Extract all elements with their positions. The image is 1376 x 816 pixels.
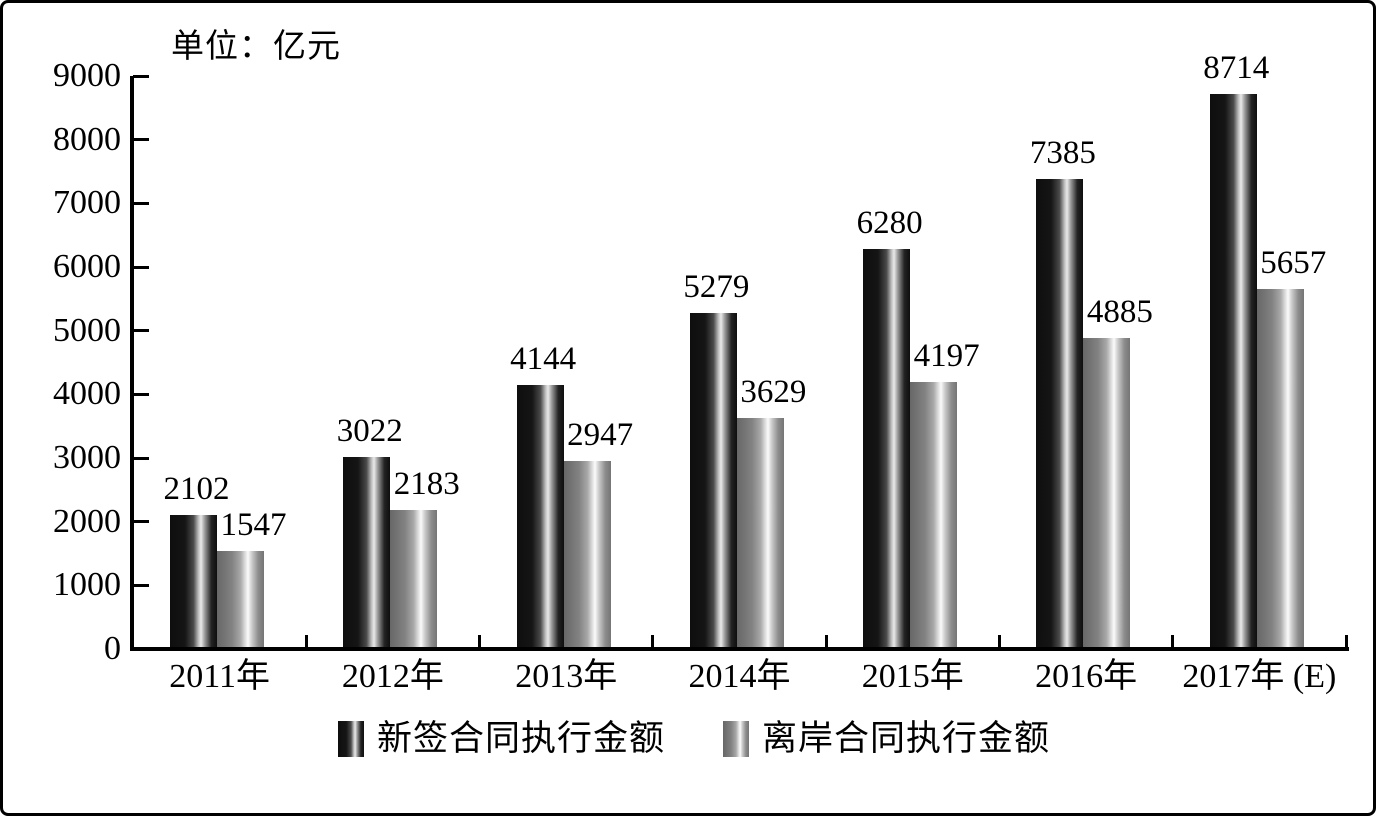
x-axis-label: 2015年 [861,658,964,695]
x-axis-label: 2012年 [341,658,444,695]
x-axis-tick [1171,635,1175,649]
y-axis-tick [133,138,149,142]
x-axis-tick [651,635,655,649]
bar-series1-cat5 [1083,337,1131,649]
x-axis-label: 2017年 (E) [1182,658,1337,695]
bar-series0-cat5 [1036,178,1084,649]
y-axis-tick-label: 3000 [53,439,121,476]
bar-series0-cat1 [343,456,391,649]
x-axis-label: 2013年 [515,658,618,695]
y-axis-tick-label: 8000 [53,120,121,158]
value-label-series1-cat2: 2947 [567,417,634,454]
legend-label-offshore-contracts: 离岸合同执行金额 [762,719,1051,758]
value-label-series0-cat5: 7385 [1029,134,1096,171]
value-label-series0-cat6: 8714 [1203,50,1270,87]
y-axis-tick-label: 2000 [53,502,121,540]
y-axis-tick [133,583,149,587]
bar-series0-cat6 [1209,94,1257,649]
y-axis-tick-label: 9000 [53,57,121,94]
x-axis-tick [1344,635,1348,649]
value-label-series0-cat2: 4144 [510,341,577,378]
bar-series1-cat3 [736,417,784,649]
y-axis-line [130,76,134,651]
bar-series1-cat1 [390,510,438,649]
y-axis-tick-label: 6000 [53,248,121,285]
bar-series0-cat2 [516,385,564,649]
legend-label-new-signed-contracts: 新签合同执行金额 [377,719,666,758]
legend-swatch-light-bar-icon [723,721,750,757]
value-label-series1-cat0: 1547 [220,506,287,543]
x-axis-label: 2016年 [1035,658,1138,695]
x-axis-tick [997,635,1001,649]
legend-item-new-signed-contracts: 新签合同执行金额 [338,719,665,759]
value-label-series1-cat1: 2183 [393,466,460,503]
unit-label: 单位：亿元 [171,29,341,65]
y-axis-tick-label: 1000 [53,566,121,604]
bar-series1-cat2 [563,461,611,649]
y-axis-tick [133,329,149,333]
bar-series0-cat0 [170,515,217,649]
value-label-series1-cat3: 3629 [740,373,807,410]
y-axis-tick [133,74,149,78]
bar-series1-cat4 [910,381,958,649]
legend-swatch-dark-bar-icon [338,721,364,757]
value-label-series0-cat4: 6280 [856,205,923,242]
y-axis-tick [133,456,149,460]
bar-series1-cat0 [217,550,264,649]
bar-series0-cat3 [689,312,737,649]
y-axis-tick-label: 4000 [53,375,121,413]
value-label-series1-cat6: 5657 [1260,244,1327,281]
y-axis-tick [133,392,149,396]
bar-series0-cat4 [863,249,911,649]
value-label-series1-cat5: 4885 [1086,293,1153,330]
legend: 新签合同执行金额 离岸合同执行金额 [338,719,1050,759]
y-axis-tick-label: 7000 [53,184,121,222]
y-axis-tick [133,201,149,205]
legend-item-offshore-contracts: 离岸合同执行金额 [723,719,1050,759]
bar-series1-cat6 [1256,288,1304,649]
x-axis-label: 2011年 [169,658,271,695]
value-label-series0-cat0: 2102 [163,471,230,508]
y-axis-tick [133,265,149,269]
y-axis-tick [133,520,149,524]
x-axis-label: 2014年 [688,658,791,695]
value-label-series1-cat4: 4197 [913,337,980,374]
x-axis-line [130,647,1349,651]
x-axis-tick [478,635,482,649]
x-axis-tick [824,635,828,649]
y-axis-tick-label: 5000 [53,311,121,349]
value-label-series0-cat3: 5279 [683,268,750,305]
y-axis-tick-label: 0 [104,630,121,667]
plot-area: 0 1000 2000 3000 4000 5000 6000 7000 8000 9000 201… [3,3,1373,813]
value-label-series0-cat1: 3022 [336,412,403,449]
x-axis-tick [304,635,308,649]
